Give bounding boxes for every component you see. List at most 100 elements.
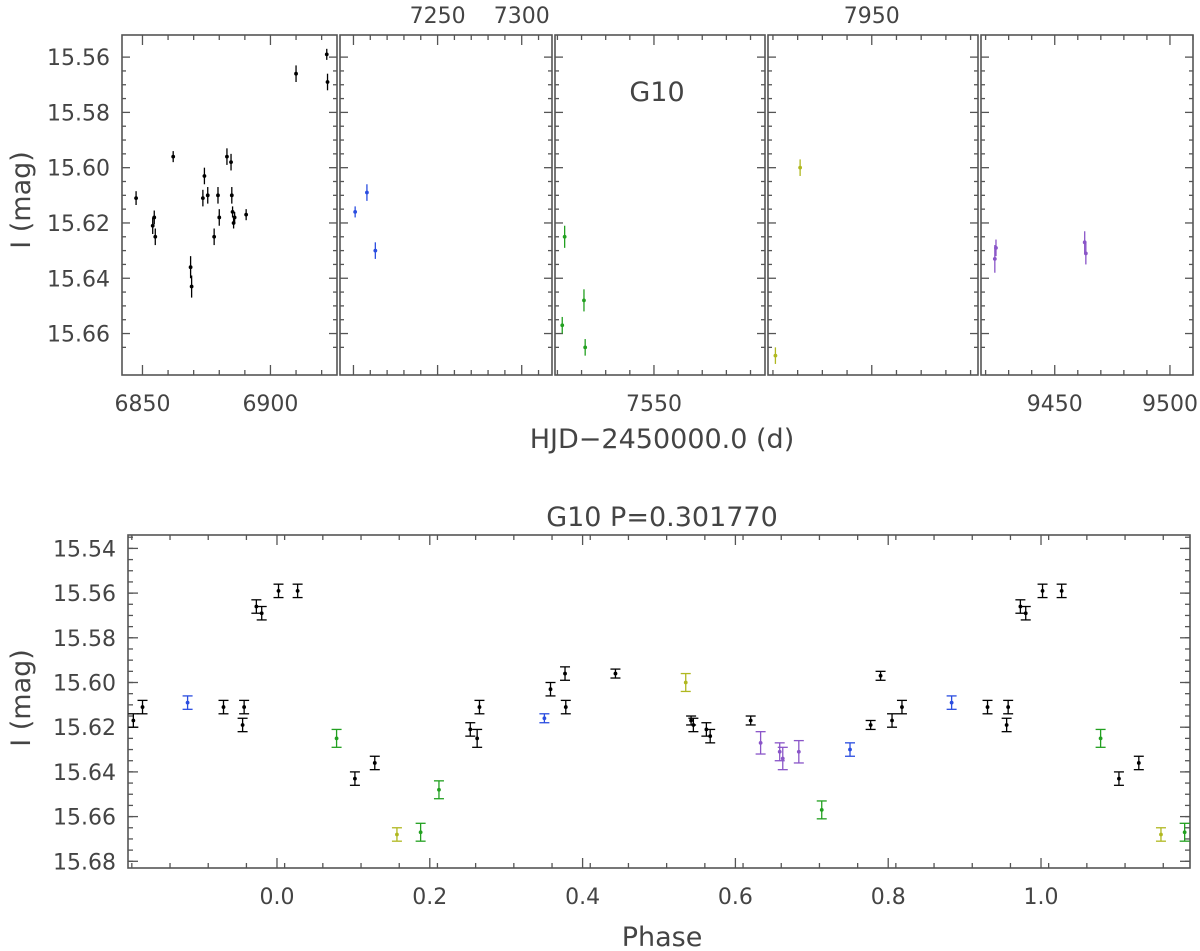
y-tick-label: 15.64 bbox=[53, 761, 116, 786]
data-point bbox=[202, 167, 207, 185]
data-marker bbox=[134, 196, 138, 200]
data-point bbox=[391, 827, 402, 842]
data-marker bbox=[689, 718, 693, 723]
data-point bbox=[610, 668, 621, 679]
bottom-chart-title: G10 P=0.301770 bbox=[546, 502, 778, 533]
data-marker bbox=[878, 673, 883, 678]
data-marker bbox=[153, 234, 158, 239]
data-marker bbox=[212, 234, 217, 239]
data-marker bbox=[777, 749, 782, 754]
time-panel: 6850 6900 bbox=[114, 34, 338, 417]
data-point bbox=[472, 728, 483, 748]
data-marker bbox=[1040, 588, 1045, 593]
data-marker bbox=[150, 223, 155, 228]
data-point bbox=[562, 225, 567, 248]
data-marker bbox=[613, 671, 618, 676]
data-marker bbox=[276, 588, 281, 593]
data-point bbox=[152, 210, 157, 225]
data-marker bbox=[563, 671, 567, 676]
y-tick-label: 15.66 bbox=[47, 323, 110, 348]
data-point bbox=[232, 211, 237, 223]
data-point bbox=[1020, 605, 1031, 621]
data-point bbox=[256, 605, 267, 621]
data-point bbox=[875, 670, 886, 681]
data-point bbox=[216, 187, 220, 204]
data-marker bbox=[1159, 832, 1163, 837]
data-point bbox=[218, 699, 229, 715]
time-series-chart: I (mag) HJD−2450000.0 (d) G10 15.56 15.58… bbox=[6, 4, 1198, 455]
data-point bbox=[188, 256, 193, 279]
data-marker bbox=[353, 210, 358, 214]
y-tick-label: 15.64 bbox=[47, 267, 110, 292]
data-point bbox=[1056, 583, 1067, 599]
y-tick-label: 15.66 bbox=[53, 806, 116, 831]
data-point bbox=[189, 275, 194, 298]
x-tick-label: 7550 bbox=[626, 392, 682, 417]
data-marker bbox=[216, 193, 220, 198]
data-point bbox=[294, 65, 298, 82]
data-point bbox=[887, 713, 898, 728]
y-tick-label: 15.58 bbox=[47, 101, 110, 126]
x-tick-label: 9500 bbox=[1142, 392, 1198, 417]
data-point bbox=[251, 599, 262, 614]
data-marker bbox=[244, 212, 249, 217]
data-marker bbox=[437, 787, 441, 792]
data-marker bbox=[259, 611, 264, 616]
bottom-x-axis-label: Phase bbox=[622, 922, 703, 951]
data-marker bbox=[748, 718, 753, 723]
x-top-tick-label: 7300 bbox=[494, 4, 550, 29]
data-point bbox=[896, 699, 907, 715]
data-marker bbox=[334, 736, 339, 741]
data-marker bbox=[1004, 723, 1009, 727]
y-tick-label: 15.56 bbox=[47, 46, 110, 71]
time-panel: 7250 7300 bbox=[339, 4, 553, 376]
x-tick-label: 0.0 bbox=[259, 885, 294, 910]
panel-frame bbox=[980, 34, 1194, 376]
x-tick-label: 0.8 bbox=[871, 885, 906, 910]
data-point bbox=[373, 242, 378, 259]
panel-frame bbox=[339, 34, 553, 376]
y-tick-label: 15.54 bbox=[53, 537, 116, 562]
data-point bbox=[369, 755, 380, 771]
data-point bbox=[583, 339, 588, 356]
data-marker bbox=[1182, 830, 1187, 835]
data-point bbox=[777, 746, 788, 771]
data-marker bbox=[691, 723, 696, 727]
data-marker bbox=[1006, 705, 1011, 709]
data-marker bbox=[202, 174, 207, 178]
data-marker bbox=[1018, 604, 1023, 609]
x-top-tick-label: 7250 bbox=[410, 4, 466, 29]
data-marker bbox=[353, 776, 357, 781]
data-marker bbox=[221, 705, 226, 709]
data-point bbox=[237, 717, 248, 733]
x-tick-label: 9450 bbox=[1027, 392, 1083, 417]
data-marker bbox=[232, 215, 237, 220]
data-point bbox=[325, 73, 330, 91]
data-marker bbox=[372, 761, 377, 765]
data-marker bbox=[140, 705, 145, 709]
data-point bbox=[217, 209, 222, 226]
data-point bbox=[225, 148, 229, 165]
data-marker bbox=[468, 727, 473, 732]
y-tick-label: 15.56 bbox=[53, 582, 116, 607]
x-tick-label: 0.6 bbox=[718, 885, 753, 910]
data-marker bbox=[254, 604, 259, 609]
data-marker bbox=[1023, 611, 1028, 616]
y-tick-label: 15.68 bbox=[53, 850, 116, 875]
data-point bbox=[680, 672, 691, 693]
data-point bbox=[946, 695, 957, 710]
data-point bbox=[798, 159, 803, 176]
data-marker bbox=[230, 210, 235, 214]
data-marker bbox=[796, 749, 801, 754]
data-marker bbox=[582, 298, 586, 303]
top-annotation-label: G10 bbox=[629, 77, 684, 108]
x-tick-label: 6850 bbox=[114, 392, 170, 417]
data-point bbox=[415, 822, 426, 842]
data-point bbox=[845, 742, 856, 757]
data-point bbox=[349, 771, 360, 786]
data-point bbox=[560, 316, 565, 334]
data-marker bbox=[1083, 251, 1088, 256]
data-marker bbox=[185, 700, 190, 705]
data-marker bbox=[708, 734, 713, 739]
